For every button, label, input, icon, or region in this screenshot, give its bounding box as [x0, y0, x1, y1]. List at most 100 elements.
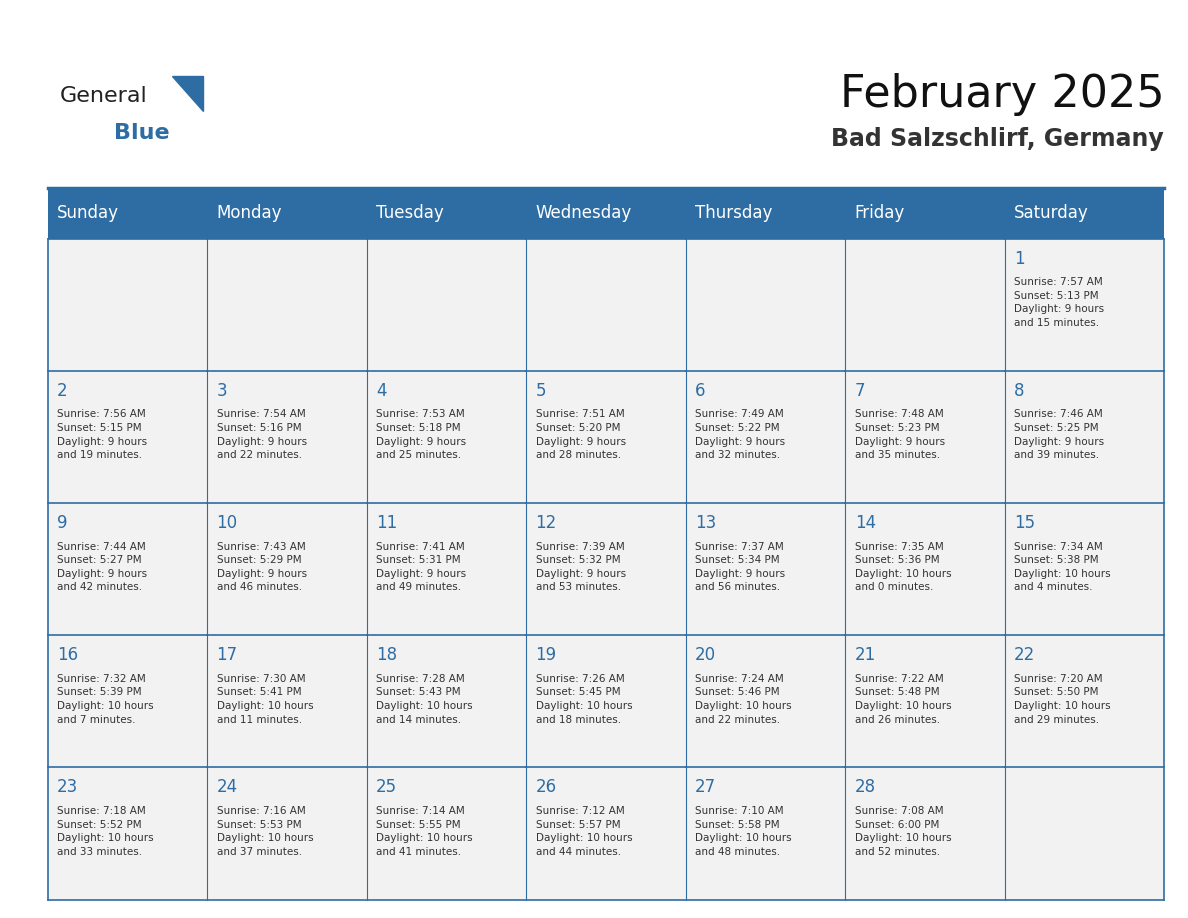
Text: Sunrise: 7:49 AM
Sunset: 5:22 PM
Daylight: 9 hours
and 32 minutes.: Sunrise: 7:49 AM Sunset: 5:22 PM Dayligh… [695, 409, 785, 460]
Bar [526, 371, 685, 503]
Text: 12: 12 [536, 514, 557, 532]
Text: Wednesday: Wednesday [536, 205, 632, 222]
Bar [845, 239, 1005, 371]
Text: Sunrise: 7:18 AM
Sunset: 5:52 PM
Daylight: 10 hours
and 33 minutes.: Sunrise: 7:18 AM Sunset: 5:52 PM Dayligh… [57, 806, 153, 856]
Bar [845, 767, 1005, 900]
Text: 4: 4 [377, 382, 386, 400]
Bar [845, 503, 1005, 635]
Bar [207, 239, 367, 371]
Text: Bad Salzschlirf, Germany: Bad Salzschlirf, Germany [832, 127, 1164, 151]
Text: Sunrise: 7:10 AM
Sunset: 5:58 PM
Daylight: 10 hours
and 48 minutes.: Sunrise: 7:10 AM Sunset: 5:58 PM Dayligh… [695, 806, 791, 856]
Bar [1005, 635, 1164, 767]
Text: Sunrise: 7:54 AM
Sunset: 5:16 PM
Daylight: 9 hours
and 22 minutes.: Sunrise: 7:54 AM Sunset: 5:16 PM Dayligh… [216, 409, 307, 460]
Bar [207, 635, 367, 767]
Bar [48, 188, 1164, 239]
Bar [367, 767, 526, 900]
Text: 6: 6 [695, 382, 706, 400]
Text: Sunrise: 7:16 AM
Sunset: 5:53 PM
Daylight: 10 hours
and 37 minutes.: Sunrise: 7:16 AM Sunset: 5:53 PM Dayligh… [216, 806, 314, 856]
Text: Sunrise: 7:26 AM
Sunset: 5:45 PM
Daylight: 10 hours
and 18 minutes.: Sunrise: 7:26 AM Sunset: 5:45 PM Dayligh… [536, 674, 632, 724]
Text: Sunrise: 7:14 AM
Sunset: 5:55 PM
Daylight: 10 hours
and 41 minutes.: Sunrise: 7:14 AM Sunset: 5:55 PM Dayligh… [377, 806, 473, 856]
Text: Sunrise: 7:51 AM
Sunset: 5:20 PM
Daylight: 9 hours
and 28 minutes.: Sunrise: 7:51 AM Sunset: 5:20 PM Dayligh… [536, 409, 626, 460]
Text: 15: 15 [1015, 514, 1035, 532]
Text: Sunrise: 7:32 AM
Sunset: 5:39 PM
Daylight: 10 hours
and 7 minutes.: Sunrise: 7:32 AM Sunset: 5:39 PM Dayligh… [57, 674, 153, 724]
Text: Sunrise: 7:44 AM
Sunset: 5:27 PM
Daylight: 9 hours
and 42 minutes.: Sunrise: 7:44 AM Sunset: 5:27 PM Dayligh… [57, 542, 147, 592]
Text: 22: 22 [1015, 646, 1036, 665]
Text: Sunrise: 7:41 AM
Sunset: 5:31 PM
Daylight: 9 hours
and 49 minutes.: Sunrise: 7:41 AM Sunset: 5:31 PM Dayligh… [377, 542, 466, 592]
Text: 2: 2 [57, 382, 68, 400]
Text: 21: 21 [854, 646, 876, 665]
Text: 24: 24 [216, 778, 238, 797]
Bar [207, 767, 367, 900]
Text: Sunrise: 7:24 AM
Sunset: 5:46 PM
Daylight: 10 hours
and 22 minutes.: Sunrise: 7:24 AM Sunset: 5:46 PM Dayligh… [695, 674, 791, 724]
Polygon shape [172, 76, 203, 111]
Text: 9: 9 [57, 514, 68, 532]
Bar [526, 767, 685, 900]
Text: 20: 20 [695, 646, 716, 665]
Text: Sunrise: 7:34 AM
Sunset: 5:38 PM
Daylight: 10 hours
and 4 minutes.: Sunrise: 7:34 AM Sunset: 5:38 PM Dayligh… [1015, 542, 1111, 592]
Text: 3: 3 [216, 382, 227, 400]
Bar [526, 503, 685, 635]
Text: Sunrise: 7:30 AM
Sunset: 5:41 PM
Daylight: 10 hours
and 11 minutes.: Sunrise: 7:30 AM Sunset: 5:41 PM Dayligh… [216, 674, 314, 724]
Bar [685, 371, 845, 503]
Bar [845, 371, 1005, 503]
Text: 7: 7 [854, 382, 865, 400]
Bar [845, 635, 1005, 767]
Text: Tuesday: Tuesday [377, 205, 444, 222]
Text: Monday: Monday [216, 205, 282, 222]
Text: February 2025: February 2025 [840, 73, 1164, 117]
Bar [48, 371, 207, 503]
Text: 13: 13 [695, 514, 716, 532]
Text: Sunday: Sunday [57, 205, 119, 222]
Text: 28: 28 [854, 778, 876, 797]
Text: Sunrise: 7:35 AM
Sunset: 5:36 PM
Daylight: 10 hours
and 0 minutes.: Sunrise: 7:35 AM Sunset: 5:36 PM Dayligh… [854, 542, 952, 592]
Bar [367, 635, 526, 767]
Text: Sunrise: 7:12 AM
Sunset: 5:57 PM
Daylight: 10 hours
and 44 minutes.: Sunrise: 7:12 AM Sunset: 5:57 PM Dayligh… [536, 806, 632, 856]
Bar [685, 503, 845, 635]
Text: 14: 14 [854, 514, 876, 532]
Text: 1: 1 [1015, 250, 1025, 268]
Text: Blue: Blue [114, 123, 170, 143]
Bar [48, 635, 207, 767]
Text: General: General [59, 86, 147, 106]
Bar [48, 503, 207, 635]
Text: Sunrise: 7:57 AM
Sunset: 5:13 PM
Daylight: 9 hours
and 15 minutes.: Sunrise: 7:57 AM Sunset: 5:13 PM Dayligh… [1015, 277, 1105, 328]
Text: Friday: Friday [854, 205, 905, 222]
Bar [1005, 767, 1164, 900]
Bar [367, 503, 526, 635]
Text: 23: 23 [57, 778, 78, 797]
Bar [1005, 503, 1164, 635]
Text: Sunrise: 7:22 AM
Sunset: 5:48 PM
Daylight: 10 hours
and 26 minutes.: Sunrise: 7:22 AM Sunset: 5:48 PM Dayligh… [854, 674, 952, 724]
Bar [685, 767, 845, 900]
Bar [1005, 371, 1164, 503]
Text: Thursday: Thursday [695, 205, 772, 222]
Bar [207, 371, 367, 503]
Bar [48, 767, 207, 900]
Bar [526, 635, 685, 767]
Text: 16: 16 [57, 646, 78, 665]
Bar [367, 371, 526, 503]
Text: Sunrise: 7:56 AM
Sunset: 5:15 PM
Daylight: 9 hours
and 19 minutes.: Sunrise: 7:56 AM Sunset: 5:15 PM Dayligh… [57, 409, 147, 460]
Text: Sunrise: 7:43 AM
Sunset: 5:29 PM
Daylight: 9 hours
and 46 minutes.: Sunrise: 7:43 AM Sunset: 5:29 PM Dayligh… [216, 542, 307, 592]
Text: Sunrise: 7:28 AM
Sunset: 5:43 PM
Daylight: 10 hours
and 14 minutes.: Sunrise: 7:28 AM Sunset: 5:43 PM Dayligh… [377, 674, 473, 724]
Bar [367, 239, 526, 371]
Text: Sunrise: 7:48 AM
Sunset: 5:23 PM
Daylight: 9 hours
and 35 minutes.: Sunrise: 7:48 AM Sunset: 5:23 PM Dayligh… [854, 409, 944, 460]
Text: Sunrise: 7:08 AM
Sunset: 6:00 PM
Daylight: 10 hours
and 52 minutes.: Sunrise: 7:08 AM Sunset: 6:00 PM Dayligh… [854, 806, 952, 856]
Bar [48, 239, 207, 371]
Text: 8: 8 [1015, 382, 1025, 400]
Bar [1005, 239, 1164, 371]
Text: Saturday: Saturday [1015, 205, 1089, 222]
Text: 18: 18 [377, 646, 397, 665]
Text: 17: 17 [216, 646, 238, 665]
Text: 11: 11 [377, 514, 397, 532]
Text: 5: 5 [536, 382, 546, 400]
Text: Sunrise: 7:37 AM
Sunset: 5:34 PM
Daylight: 9 hours
and 56 minutes.: Sunrise: 7:37 AM Sunset: 5:34 PM Dayligh… [695, 542, 785, 592]
Text: Sunrise: 7:20 AM
Sunset: 5:50 PM
Daylight: 10 hours
and 29 minutes.: Sunrise: 7:20 AM Sunset: 5:50 PM Dayligh… [1015, 674, 1111, 724]
Bar [207, 503, 367, 635]
Text: Sunrise: 7:39 AM
Sunset: 5:32 PM
Daylight: 9 hours
and 53 minutes.: Sunrise: 7:39 AM Sunset: 5:32 PM Dayligh… [536, 542, 626, 592]
Text: 25: 25 [377, 778, 397, 797]
Text: 26: 26 [536, 778, 557, 797]
Text: 27: 27 [695, 778, 716, 797]
Text: Sunrise: 7:53 AM
Sunset: 5:18 PM
Daylight: 9 hours
and 25 minutes.: Sunrise: 7:53 AM Sunset: 5:18 PM Dayligh… [377, 409, 466, 460]
Bar [685, 239, 845, 371]
Bar [685, 635, 845, 767]
